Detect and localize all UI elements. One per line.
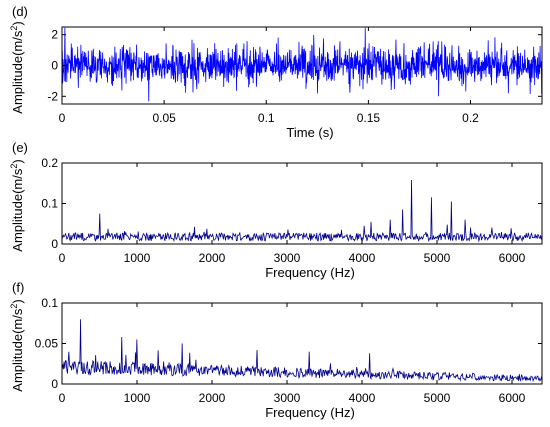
series-line [62, 319, 542, 383]
panel-1: (e) 0 1000 2000 3000 4000 5000 6000 0 0.1 0.2 Frequ… [9, 140, 543, 280]
y-axis-label-main: Amplitude(m/s [10, 308, 25, 392]
y-tick-label: 0 [51, 237, 58, 251]
x-tick-label: 4000 [349, 251, 376, 265]
y-tick-label: 0.05 [35, 337, 59, 351]
y-axis-label-main: Amplitude(m/s [10, 168, 25, 252]
x-tick-label: 0 [59, 111, 66, 125]
y-axis-label-close: ) [10, 299, 25, 303]
x-tick-label: 3000 [274, 391, 301, 405]
series-line [62, 27, 542, 102]
x-tick-label: 2000 [199, 391, 226, 405]
x-axis-label: Frequency (Hz) [265, 405, 355, 420]
series-line [62, 180, 542, 243]
panel-label: (e) [12, 140, 28, 155]
x-tick-label: 4000 [349, 391, 376, 405]
x-tick-label: 0.15 [357, 111, 381, 125]
y-tick-label: 2 [51, 28, 58, 42]
y-tick-label: 0.2 [41, 156, 58, 170]
y-axis-label: Amplitude(m/s2) [9, 299, 25, 391]
x-tick-label: 0.05 [152, 111, 176, 125]
axes-box [61, 302, 543, 385]
panel-label: (d) [12, 4, 28, 19]
y-axis-label-main: Amplitude(m/s [10, 30, 25, 114]
y-axis-label-sup: 2 [9, 26, 19, 31]
x-tick-label: 2000 [199, 251, 226, 265]
x-axis-label: Time (s) [286, 125, 333, 140]
y-axis-label-close: ) [10, 159, 25, 163]
x-tick-label: 6000 [499, 251, 526, 265]
x-tick-label: 0 [59, 391, 66, 405]
x-tick-label: 0.2 [462, 111, 479, 125]
y-tick-label: 0.1 [41, 197, 58, 211]
x-tick-label: 1000 [124, 391, 151, 405]
y-axis-label: Amplitude(m/s2) [9, 159, 25, 251]
panel-label: (f) [12, 280, 24, 295]
panel-2: (f) 0 1000 2000 3000 4000 5000 6000 0 0.05 0.1 Freq… [9, 280, 543, 420]
x-tick-label: 3000 [274, 251, 301, 265]
y-axis-label: Amplitude(m/s2) [9, 21, 25, 113]
y-tick-label: 0 [51, 377, 58, 391]
y-tick-label: 0.1 [41, 296, 58, 310]
x-tick-label: 5000 [424, 391, 451, 405]
x-tick-label: 5000 [424, 251, 451, 265]
y-axis-label-sup: 2 [9, 304, 19, 309]
y-axis-label-close: ) [10, 21, 25, 25]
y-tick-label: -2 [47, 89, 58, 103]
x-tick-label: 6000 [499, 391, 526, 405]
x-tick-label: 0 [59, 251, 66, 265]
x-axis-label: Frequency (Hz) [265, 265, 355, 280]
x-tick-label: 1000 [124, 251, 151, 265]
y-tick-label: 0 [51, 59, 58, 73]
y-axis-label-sup: 2 [9, 164, 19, 169]
x-tick-label: 0.1 [258, 111, 275, 125]
